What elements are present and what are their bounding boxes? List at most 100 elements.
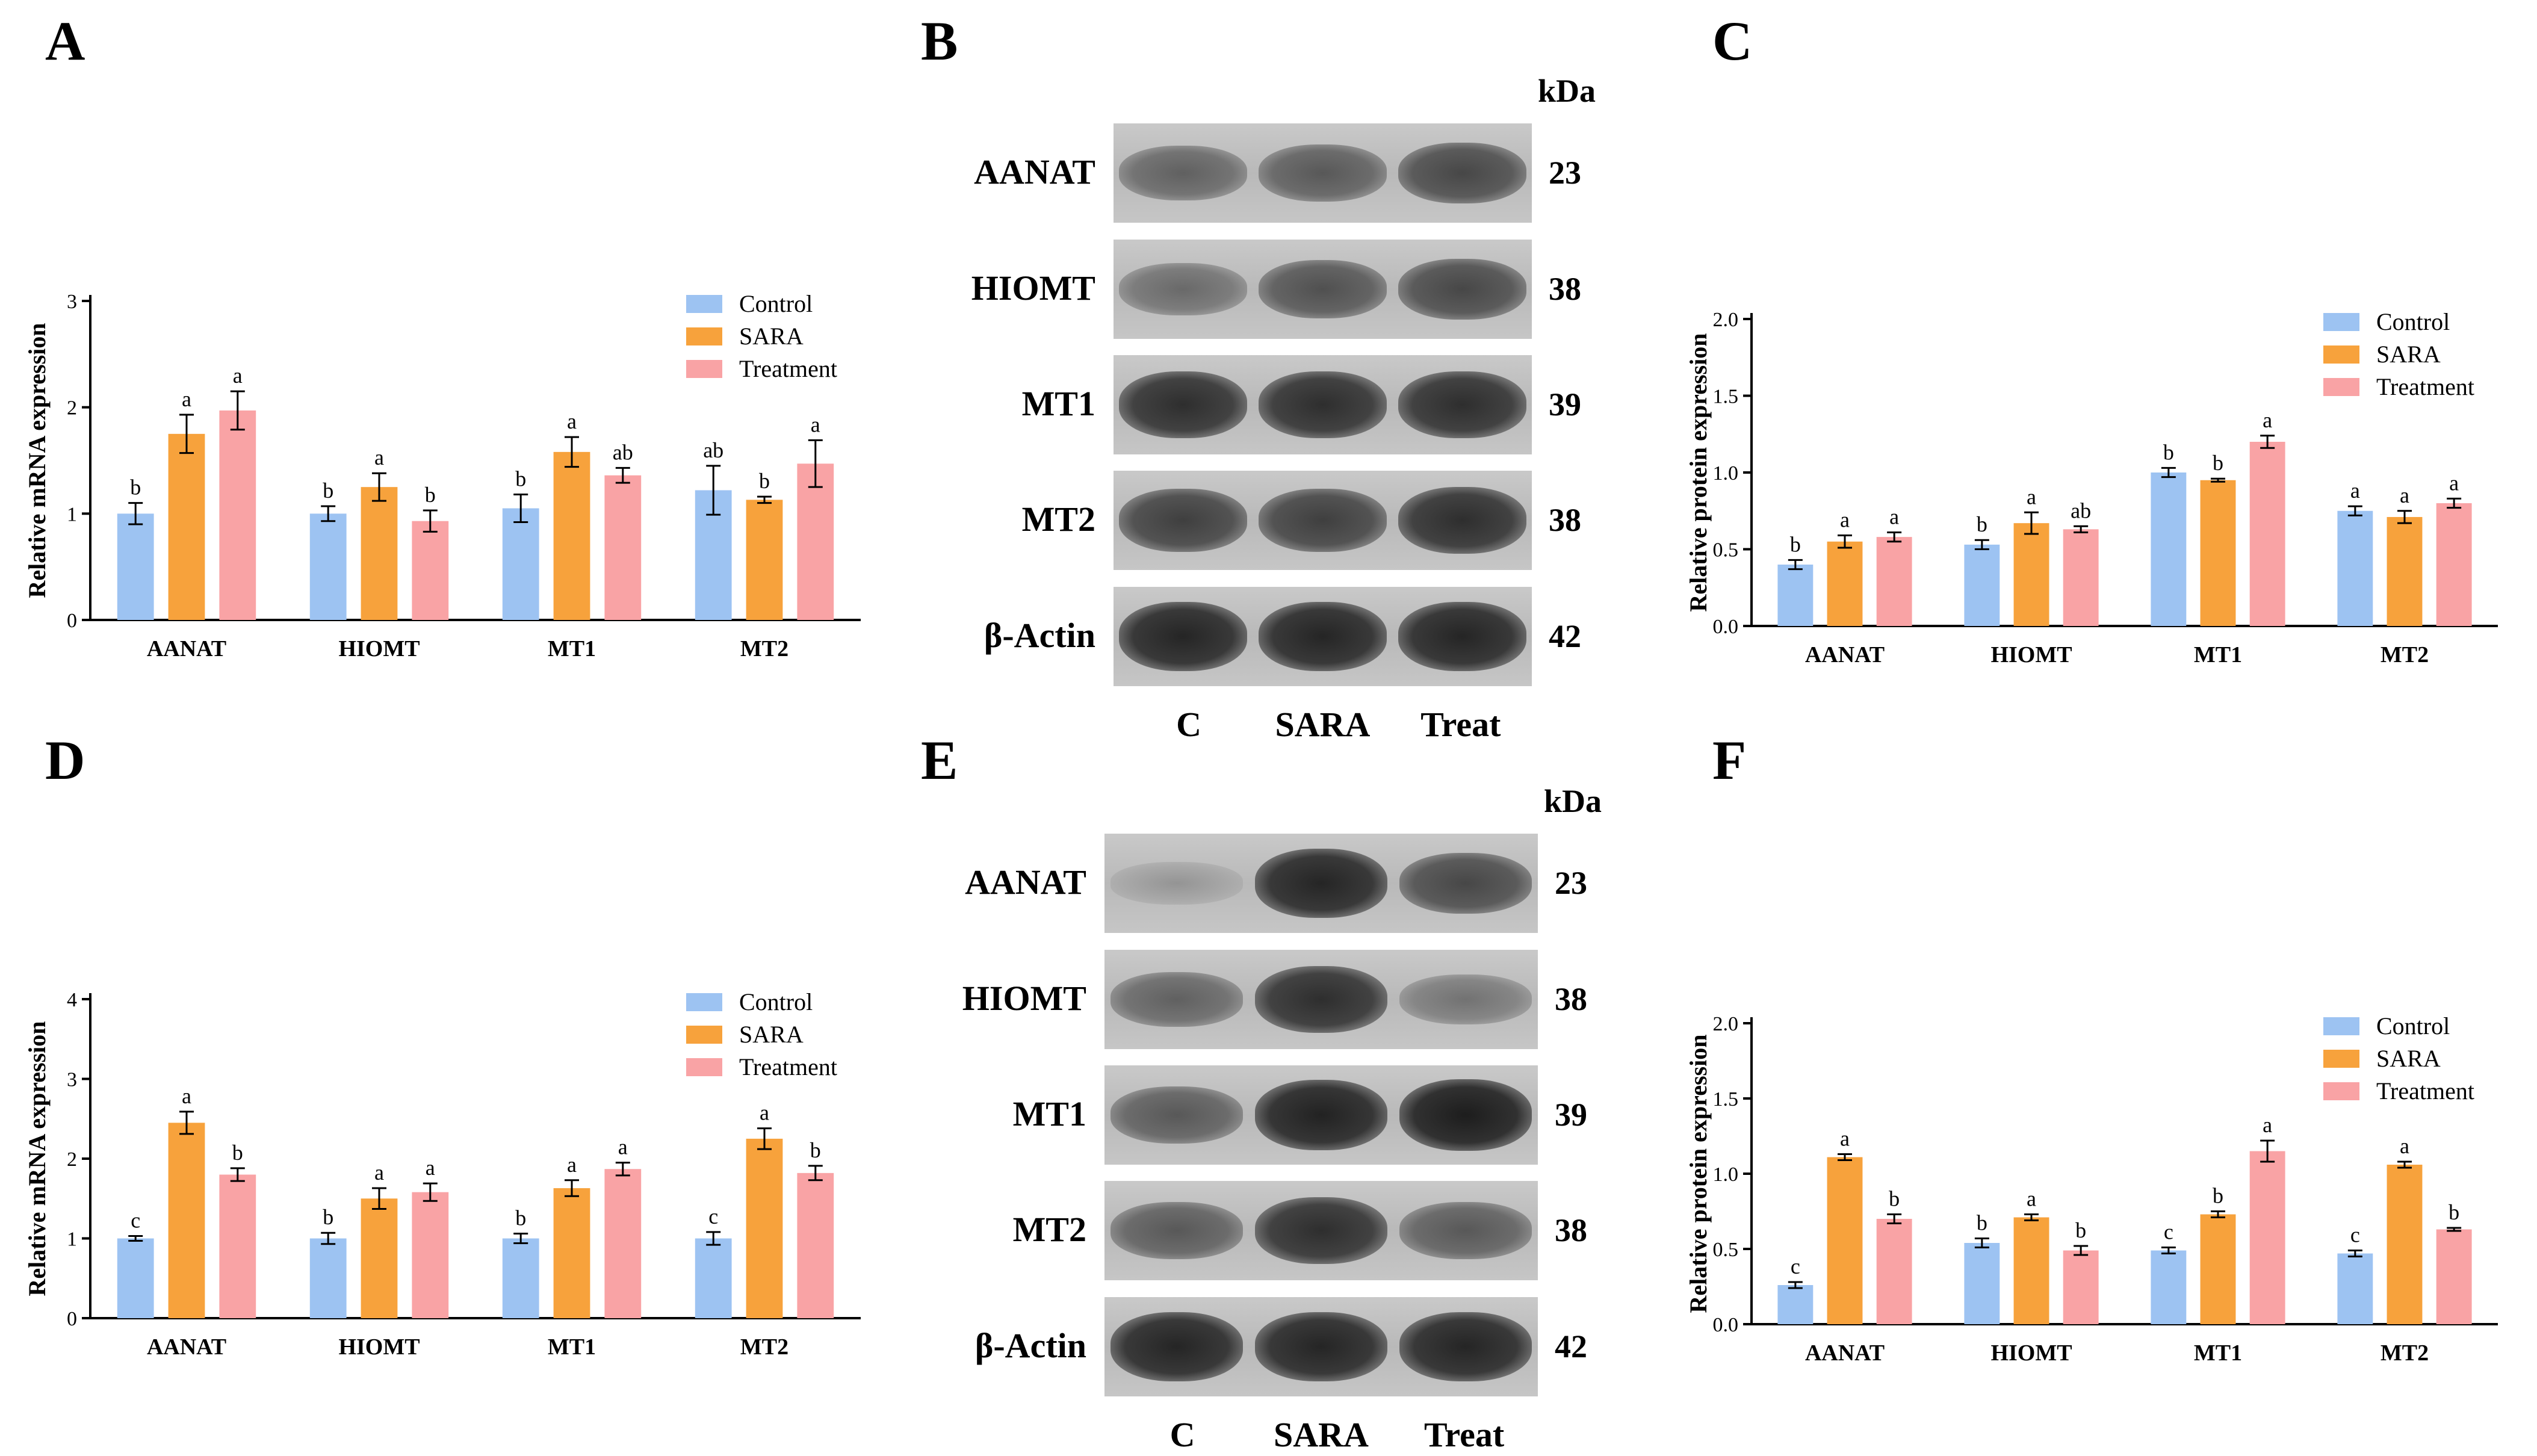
significance-letter: c xyxy=(708,1204,718,1228)
blot-kda-value: 42 xyxy=(1549,618,1581,654)
blot-kda-value: 38 xyxy=(1549,501,1581,538)
chart-panel-d: Relative mRNA expression 0 1 2 3 4 AANAT c a b HIO… xyxy=(23,988,861,1360)
significance-letter: a xyxy=(2449,471,2459,495)
bar-sara xyxy=(168,433,205,620)
bar-control xyxy=(1964,1243,2000,1324)
bar-treatment xyxy=(797,463,834,620)
legend-label-treatment: Treatment xyxy=(739,1053,837,1080)
panel-letter-e: E xyxy=(921,730,958,791)
blot-band xyxy=(1254,965,1388,1033)
legend-swatch-control xyxy=(2323,1017,2359,1035)
x-category-label: AANAT xyxy=(1805,642,1885,668)
blot-band xyxy=(1258,371,1387,439)
legend-swatch-control xyxy=(686,295,722,313)
bar-sara xyxy=(1827,541,1863,626)
significance-letter: a xyxy=(2027,1187,2036,1211)
bar-treatment xyxy=(1876,537,1912,626)
blot-band xyxy=(1399,1312,1532,1382)
blot-protein-label: MT2 xyxy=(1012,1209,1086,1249)
legend-swatch-sara xyxy=(686,1026,722,1044)
x-category-label: MT2 xyxy=(2381,1340,2429,1366)
blot-band xyxy=(1398,371,1526,439)
significance-letter: c xyxy=(131,1209,140,1233)
bar-sara xyxy=(361,1198,398,1318)
x-category-label: AANAT xyxy=(147,636,226,661)
legend-swatch-treatment xyxy=(2323,1082,2359,1100)
blot-kda-value: 23 xyxy=(1555,864,1587,901)
blot-band xyxy=(1258,259,1387,319)
significance-letter: b xyxy=(1977,512,1987,536)
x-category-label: HIOMT xyxy=(338,1334,420,1360)
bar-treatment xyxy=(2063,529,2099,626)
blot-band xyxy=(1110,862,1244,905)
bar-sara xyxy=(746,1138,783,1318)
significance-letter: a xyxy=(1889,504,1899,528)
blot-strip xyxy=(1114,123,1532,223)
significance-letter: a xyxy=(182,387,191,411)
kda-unit-label: kDa xyxy=(1538,73,1596,109)
significance-letter: b xyxy=(2163,440,2174,464)
bar-control xyxy=(2337,1253,2373,1324)
significance-letter: b xyxy=(1790,532,1801,556)
significance-letter: ab xyxy=(613,440,633,464)
legend-label-treatment: Treatment xyxy=(2376,373,2474,400)
blot-band xyxy=(1119,601,1248,672)
significance-letter: b xyxy=(2449,1200,2459,1224)
significance-letter: b xyxy=(2213,451,2223,475)
legend-label-treatment: Treatment xyxy=(739,355,837,382)
bar-control xyxy=(309,1238,347,1318)
significance-letter: b xyxy=(130,476,141,500)
legend-swatch-sara xyxy=(686,327,722,345)
bar-sara xyxy=(1827,1157,1863,1324)
bar-control xyxy=(695,1238,732,1318)
legend-label-sara: SARA xyxy=(2376,1045,2441,1072)
bar-treatment xyxy=(219,410,256,620)
x-category-label: MT1 xyxy=(2194,642,2242,668)
bar-control xyxy=(502,508,539,620)
legend-label-control: Control xyxy=(739,988,813,1015)
blot-strip xyxy=(1104,834,1538,933)
significance-letter: c xyxy=(2350,1223,2360,1247)
x-category-label: HIOMT xyxy=(1990,642,2072,668)
y-axis-label: Relative mRNA expression xyxy=(23,1021,51,1296)
blot-band xyxy=(1398,601,1526,672)
significance-letter: b xyxy=(759,469,770,493)
blot-protein-label: MT2 xyxy=(1021,499,1095,539)
significance-letter: a xyxy=(567,409,577,433)
significance-letter: a xyxy=(2263,1113,2272,1137)
y-tick-label: 1.5 xyxy=(1713,1088,1739,1111)
legend-label-sara: SARA xyxy=(739,323,804,350)
bar-control xyxy=(1964,544,2000,626)
y-tick-label: 4 xyxy=(67,989,77,1011)
blot-band xyxy=(1399,1202,1532,1259)
bar-treatment xyxy=(2249,442,2285,626)
blot-band xyxy=(1258,144,1387,202)
significance-letter: b xyxy=(1977,1211,1987,1235)
blot-protein-label: HIOMT xyxy=(971,268,1095,308)
y-tick-label: 2 xyxy=(67,1148,77,1171)
y-tick-label: 0.5 xyxy=(1713,1239,1739,1261)
x-category-label: MT2 xyxy=(740,1334,788,1360)
bar-treatment xyxy=(2063,1250,2099,1324)
significance-letter: a xyxy=(567,1153,577,1177)
western-blot-e: kDa AANAT 23 HIOMT 38 MT1 39 MT2 38 β-Actin 42 C SAR… xyxy=(921,782,1655,1454)
blot-kda-value: 42 xyxy=(1555,1328,1587,1365)
bar-control xyxy=(1777,1285,1814,1324)
blot-protein-label: β-Actin xyxy=(974,1325,1086,1365)
x-category-label: HIOMT xyxy=(338,636,420,661)
significance-letter: a xyxy=(618,1135,628,1159)
bar-treatment xyxy=(412,521,449,620)
blot-protein-label: AANAT xyxy=(974,152,1095,191)
blot-band xyxy=(1119,371,1248,439)
blot-band xyxy=(1119,489,1248,552)
blot-band xyxy=(1399,1079,1532,1151)
western-blot-b: kDa AANAT 23 HIOMT 38 MT1 39 MT2 38 β-Actin 42 C SAR… xyxy=(921,72,1655,746)
y-tick-label: 0.0 xyxy=(1713,1314,1739,1336)
panel-letter-d: D xyxy=(45,730,85,791)
bar-treatment xyxy=(2249,1151,2285,1324)
significance-letter: a xyxy=(374,1160,384,1185)
significance-letter: a xyxy=(2027,485,2036,509)
blot-strip xyxy=(1114,587,1532,686)
significance-letter: b xyxy=(1889,1187,1900,1211)
